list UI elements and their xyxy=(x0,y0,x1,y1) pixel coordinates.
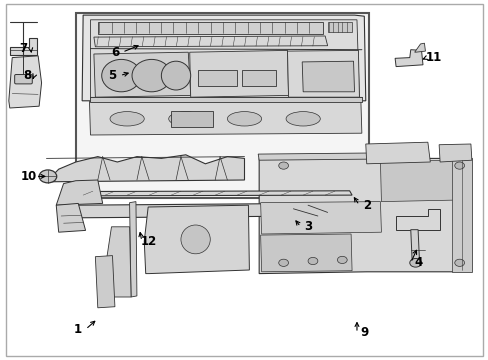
Polygon shape xyxy=(90,20,359,99)
Polygon shape xyxy=(410,230,419,263)
Text: 10: 10 xyxy=(20,170,37,183)
Polygon shape xyxy=(56,180,102,205)
Text: 11: 11 xyxy=(425,51,442,64)
Polygon shape xyxy=(260,202,381,234)
Polygon shape xyxy=(95,256,115,308)
Ellipse shape xyxy=(110,112,144,126)
Circle shape xyxy=(409,258,421,267)
Polygon shape xyxy=(10,38,37,55)
Polygon shape xyxy=(56,203,85,232)
Polygon shape xyxy=(144,205,249,274)
Polygon shape xyxy=(94,52,190,97)
Polygon shape xyxy=(260,234,351,272)
Polygon shape xyxy=(287,50,359,97)
Polygon shape xyxy=(365,142,429,164)
Circle shape xyxy=(307,257,317,265)
Ellipse shape xyxy=(168,112,203,126)
Polygon shape xyxy=(89,101,361,135)
Text: 7: 7 xyxy=(20,42,27,55)
Bar xyxy=(171,111,212,127)
Ellipse shape xyxy=(161,61,190,90)
Polygon shape xyxy=(9,56,41,108)
Text: 5: 5 xyxy=(108,69,116,82)
Polygon shape xyxy=(94,36,327,47)
Polygon shape xyxy=(394,50,422,67)
Polygon shape xyxy=(327,22,351,32)
Ellipse shape xyxy=(132,59,171,92)
Ellipse shape xyxy=(227,112,261,126)
Polygon shape xyxy=(258,153,371,160)
Ellipse shape xyxy=(181,225,210,254)
Ellipse shape xyxy=(285,112,320,126)
Circle shape xyxy=(337,256,346,264)
Polygon shape xyxy=(259,158,471,274)
Circle shape xyxy=(278,162,288,169)
Polygon shape xyxy=(380,160,468,202)
Ellipse shape xyxy=(102,59,141,92)
Bar xyxy=(76,13,368,198)
Polygon shape xyxy=(189,50,288,97)
Polygon shape xyxy=(438,144,471,162)
Polygon shape xyxy=(74,203,332,218)
Polygon shape xyxy=(82,15,365,101)
Polygon shape xyxy=(98,22,322,34)
Circle shape xyxy=(454,162,464,169)
Polygon shape xyxy=(451,158,471,272)
Text: 6: 6 xyxy=(111,46,119,59)
Polygon shape xyxy=(302,61,354,92)
Text: 9: 9 xyxy=(360,327,367,339)
Polygon shape xyxy=(79,191,351,196)
Circle shape xyxy=(454,259,464,266)
Polygon shape xyxy=(46,155,244,182)
Polygon shape xyxy=(129,202,137,297)
Polygon shape xyxy=(414,43,425,52)
Text: 4: 4 xyxy=(413,256,421,269)
Bar xyxy=(198,70,237,86)
Text: 12: 12 xyxy=(141,235,157,248)
Text: 3: 3 xyxy=(304,220,311,233)
Text: 2: 2 xyxy=(362,199,370,212)
Circle shape xyxy=(278,259,288,266)
Bar xyxy=(242,70,276,86)
Text: 1: 1 xyxy=(74,323,82,336)
Text: 8: 8 xyxy=(23,69,31,82)
FancyBboxPatch shape xyxy=(15,75,32,84)
Polygon shape xyxy=(395,209,439,230)
Polygon shape xyxy=(90,97,361,102)
Polygon shape xyxy=(106,227,131,297)
Circle shape xyxy=(39,170,57,183)
